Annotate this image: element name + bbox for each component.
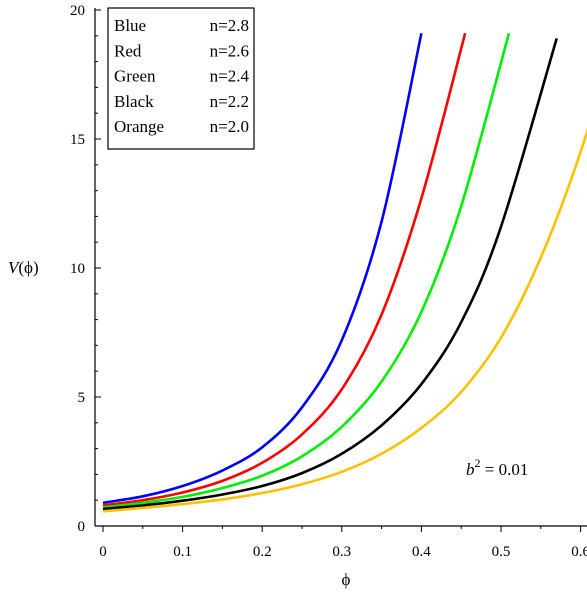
series-group xyxy=(102,32,587,513)
annotation-exponent: 2 xyxy=(475,456,481,470)
y-tick-group: 0 5 10 15 20 xyxy=(70,3,101,535)
legend-series-label: n=2.2 xyxy=(210,92,249,111)
legend: Blue n=2.8 Red n=2.6 Green n=2.4 Black n=2.2 Ora… xyxy=(107,7,255,150)
legend-series-label: n=2.4 xyxy=(210,67,250,86)
series-line-4 xyxy=(102,38,558,511)
legend-color-name: Green xyxy=(114,67,156,86)
x-tick-label: 0.5 xyxy=(492,544,511,560)
legend-series-label: n=2.8 xyxy=(210,16,249,35)
legend-color-name: Red xyxy=(114,41,142,60)
legend-series-label: n=2.0 xyxy=(210,117,249,136)
x-tick-label: 0.2 xyxy=(253,544,272,560)
legend-series-label: n=2.6 xyxy=(210,41,249,60)
x-tick-label: 0.6 xyxy=(571,544,587,560)
x-tick-label: 0.4 xyxy=(412,544,431,560)
annotation-value: = 0.01 xyxy=(481,460,529,479)
annotation-b-squared: b2 = 0.01 xyxy=(466,456,528,479)
legend-box xyxy=(107,7,255,150)
y-tick-label: 0 xyxy=(78,519,86,535)
x-axis-label: ϕ xyxy=(342,570,351,589)
x-tick-group: 0 0.1 0.2 0.3 0.4 0.5 0.6 xyxy=(99,526,587,560)
series-line-1 xyxy=(102,32,423,505)
series-line-5 xyxy=(102,127,587,513)
series-line-3 xyxy=(102,32,511,509)
y-tick-label: 5 xyxy=(78,390,86,406)
x-tick-label: 0.1 xyxy=(173,544,192,560)
y-tick-label: 10 xyxy=(70,261,85,277)
y-axis-label: V(ϕ) xyxy=(8,258,39,277)
y-tick-label: 15 xyxy=(70,132,85,148)
series-line-2 xyxy=(102,32,467,507)
legend-color-name: Orange xyxy=(114,117,164,136)
y-axis-label-arg: (ϕ) xyxy=(18,258,38,277)
y-tick-label: 20 xyxy=(70,3,85,19)
x-tick-label: 0 xyxy=(99,544,107,560)
y-axis-label-main: V xyxy=(8,258,21,277)
legend-color-name: Blue xyxy=(114,16,146,35)
annotation-base: b xyxy=(466,460,475,479)
legend-color-name: Black xyxy=(114,92,154,111)
x-tick-label: 0.3 xyxy=(332,544,351,560)
